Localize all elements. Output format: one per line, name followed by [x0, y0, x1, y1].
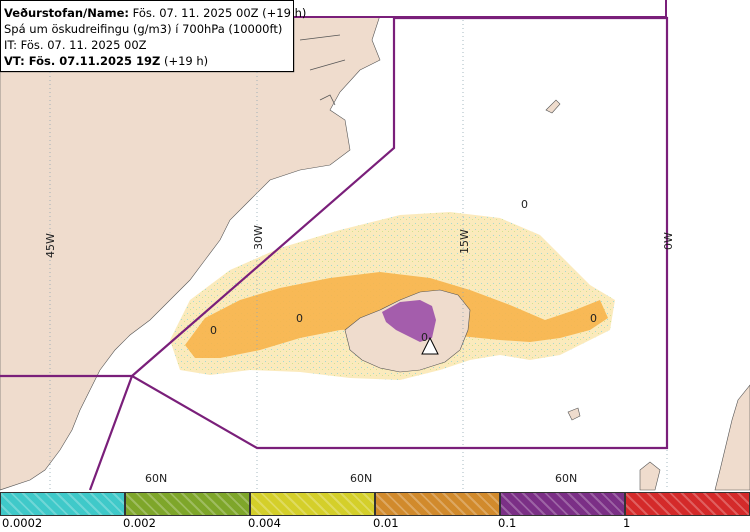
legend-swatch — [375, 492, 500, 516]
contour-label: 0 — [210, 324, 217, 337]
legend-label: 1 — [623, 516, 631, 530]
lon-label-15w: 15W — [458, 229, 471, 254]
legend-swatch — [500, 492, 625, 516]
lat-label-60n-right: 60N — [555, 472, 577, 485]
legend-label: 0.01 — [373, 516, 399, 530]
lon-label-30w: 30W — [252, 225, 265, 250]
lon-label-45w: 45W — [44, 233, 57, 258]
valid-time-offset: (+19 h) — [163, 54, 209, 68]
ash-plume-high — [382, 300, 436, 342]
forecast-info-box: Veðurstofan/Name: Fös. 07. 11. 2025 00Z … — [0, 0, 306, 72]
contour-label: 0 — [590, 312, 597, 325]
fir-boundary — [0, 16, 669, 491]
legend-swatch — [0, 492, 125, 516]
name-label: Veðurstofan/Name: — [4, 6, 129, 20]
lon-label-0w: 0W — [662, 232, 675, 250]
faroe-islands — [567, 407, 581, 421]
scotland-coast — [639, 461, 661, 491]
forecast-description: Spá um öskudreifingu (g/m3) í 700hPa (10… — [4, 22, 283, 36]
valid-time-row: VT: Fös. 07.11.2025 19Z (+19 h) — [4, 53, 293, 69]
initial-time: IT: Fös. 07. 11. 2025 00Z — [4, 38, 147, 52]
norway-coast — [714, 384, 750, 491]
concentration-legend: 0.0002 0.002 0.004 0.01 0.1 1 — [0, 492, 750, 532]
legend-label: 0.002 — [123, 516, 156, 530]
legend-swatch — [125, 492, 250, 516]
legend-label: 0.1 — [498, 516, 517, 530]
name-row: Veðurstofan/Name: Fös. 07. 11. 2025 00Z … — [4, 5, 306, 21]
map-frame-top — [294, 0, 667, 18]
name-value: Fös. 07. 11. 2025 00Z (+19 h) — [132, 6, 307, 20]
jan-mayen-island — [545, 99, 561, 114]
contour-label: 0 — [521, 198, 528, 211]
lat-label-60n-middle: 60N — [350, 472, 372, 485]
greenland-landmass — [0, 0, 386, 491]
legend-label: 0.004 — [248, 516, 281, 530]
valid-time-label: VT: Fös. 07.11.2025 19Z — [4, 54, 161, 68]
contour-label: 0 — [421, 331, 428, 344]
lat-label-60n-left: 60N — [145, 472, 167, 485]
legend-swatch — [250, 492, 375, 516]
legend-swatch — [625, 492, 750, 516]
fjord-detail — [299, 34, 346, 106]
contour-label: 0 — [296, 312, 303, 325]
volcano-icon — [421, 336, 439, 355]
legend-label: 0.0002 — [2, 516, 43, 530]
